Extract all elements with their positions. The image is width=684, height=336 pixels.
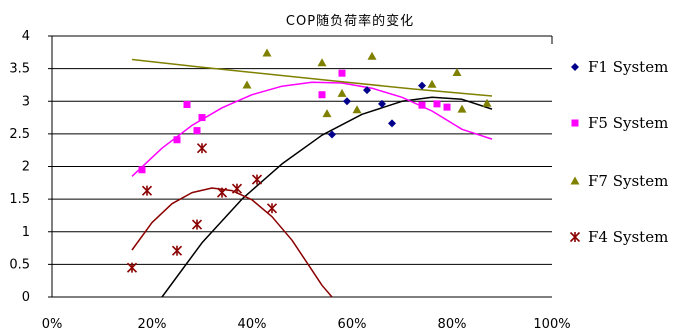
f4-system-point	[251, 174, 263, 185]
f1-system-point	[328, 130, 336, 139]
f7-system-point	[322, 109, 332, 118]
y-tick-label: 4	[22, 29, 30, 44]
f1-system-point	[343, 97, 351, 106]
f4-system-point	[231, 183, 243, 194]
f7-system-point	[457, 104, 467, 113]
f7-system-point	[482, 98, 492, 107]
y-tick-label: 0	[22, 290, 30, 305]
y-tick-label: 0.5	[9, 257, 30, 272]
f1-system-trendline	[161, 96, 493, 298]
f4-system-point	[141, 185, 153, 196]
f5-system-point	[418, 101, 426, 109]
f5-system-point	[433, 100, 441, 108]
f7-system-legend-marker	[570, 176, 580, 185]
f1-system-point	[388, 119, 396, 128]
f7-system-point	[427, 79, 437, 88]
f7-system-point	[452, 68, 462, 77]
f7-system-trendline	[131, 58, 493, 97]
f4-system-legend-label: F4 System	[588, 228, 668, 246]
f4-system-point	[196, 143, 208, 154]
x-tick-label: 40%	[238, 317, 267, 332]
f7-system-point	[367, 51, 377, 60]
axes	[48, 35, 553, 298]
y-tick-label: 3.5	[9, 62, 30, 77]
f7-system-point	[317, 58, 327, 67]
f7-system-point	[242, 80, 252, 89]
x-tick-label: 100%	[533, 317, 570, 332]
f7-system-point	[337, 88, 347, 97]
f5-system-point	[443, 103, 451, 111]
y-tick-label: 1.5	[9, 192, 30, 207]
f1-system-point	[378, 99, 386, 108]
f5-system-legend-label: F5 System	[588, 114, 668, 132]
f7-system-point	[352, 105, 362, 114]
chart-title: COP随负荷率的变化	[286, 13, 414, 29]
f4-system-point	[126, 262, 138, 273]
y-tick-label: 3	[22, 94, 30, 109]
f5-system-point	[193, 127, 201, 135]
legend: F1 System F5 System F7 System F4 System	[569, 58, 668, 246]
f7-system-point	[262, 48, 272, 57]
f4-system-trendline	[131, 187, 333, 298]
f4-system-legend-marker	[569, 231, 581, 243]
y-tick-label: 1	[22, 225, 30, 240]
f1-system-point	[418, 81, 426, 90]
gridlines	[52, 35, 552, 298]
f5-system-point	[318, 91, 326, 99]
f5-system-legend-marker	[571, 119, 579, 127]
f5-system-point	[198, 114, 206, 122]
f4-system-point	[191, 219, 203, 230]
f7-system-legend-label: F7 System	[588, 172, 668, 190]
f1-system-legend-label: F1 System	[588, 58, 668, 76]
trendlines	[131, 58, 493, 298]
x-tick-label: 0%	[42, 317, 63, 332]
tick-labels: 00.511.522.533.540% 20% 40% 60% 80% 100%	[9, 29, 570, 332]
f4-system-point	[171, 245, 183, 256]
f5-system-point	[183, 101, 191, 109]
y-tick-label: 2	[22, 160, 30, 175]
f5-system-point	[138, 166, 146, 174]
x-tick-label: 20%	[138, 317, 167, 332]
x-tick-label: 80%	[438, 317, 467, 332]
f1-system-legend-marker	[571, 63, 579, 71]
f4-system-point	[216, 187, 228, 198]
f5-system-trendline	[131, 81, 493, 177]
f5-system-point	[173, 136, 181, 144]
y-tick-label: 2.5	[9, 127, 30, 142]
f1-system-point	[363, 86, 371, 95]
data-points	[126, 48, 492, 273]
x-tick-label: 60%	[338, 317, 367, 332]
f4-system-point	[266, 203, 278, 214]
f5-system-point	[338, 69, 346, 77]
